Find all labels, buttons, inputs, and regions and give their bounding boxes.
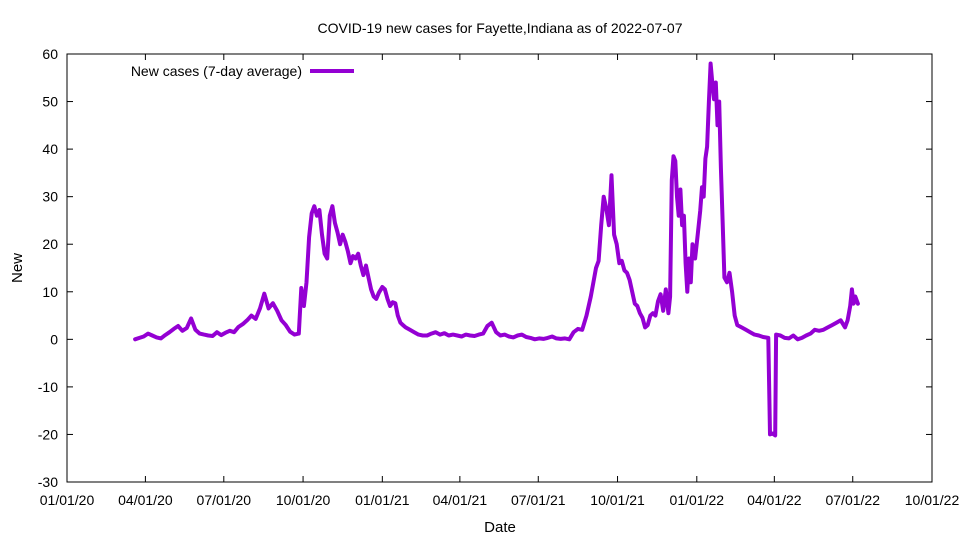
x-tick-label: 04/01/21 (433, 492, 488, 508)
legend: New cases (7-day average) (131, 63, 354, 79)
y-tick-label: -10 (38, 379, 58, 395)
x-tick-label: 10/01/21 (590, 492, 645, 508)
x-tick-label: 01/01/20 (40, 492, 95, 508)
y-tick-label: 10 (42, 284, 58, 300)
x-tick-label: 01/01/21 (355, 492, 410, 508)
y-axis: -30 -20 -10 0 10 20 30 40 50 60 (38, 46, 932, 490)
y-tick-label: 50 (42, 94, 58, 110)
x-tick-label: 01/01/22 (670, 492, 725, 508)
y-tick-label: -20 (38, 426, 58, 442)
x-axis: 01/01/20 04/01/20 07/01/20 10/01/20 01/01/21… (40, 54, 960, 508)
y-tick-label: 30 (42, 189, 58, 205)
x-tick-label: 07/01/20 (197, 492, 252, 508)
y-axis-label: New (9, 253, 26, 283)
x-tick-label: 07/01/21 (511, 492, 566, 508)
y-tick-label: 0 (50, 331, 58, 347)
y-tick-label: 20 (42, 236, 58, 252)
x-tick-label: 04/01/22 (747, 492, 802, 508)
y-tick-label: -30 (38, 474, 58, 490)
plot-area (133, 61, 860, 438)
series-line-0 (133, 61, 860, 438)
x-tick-label: 04/01/20 (118, 492, 173, 508)
y-tick-label: 40 (42, 141, 58, 157)
x-axis-label: Date (484, 519, 516, 536)
x-tick-label: 07/01/22 (825, 492, 880, 508)
x-tick-label: 10/01/22 (905, 492, 960, 508)
y-tick-label: 60 (42, 46, 58, 62)
plot-frame (66, 53, 933, 483)
chart-title: COVID-19 new cases for Fayette,Indiana a… (318, 20, 683, 36)
x-tick-label: 10/01/20 (276, 492, 331, 508)
legend-label: New cases (7-day average) (131, 63, 302, 79)
